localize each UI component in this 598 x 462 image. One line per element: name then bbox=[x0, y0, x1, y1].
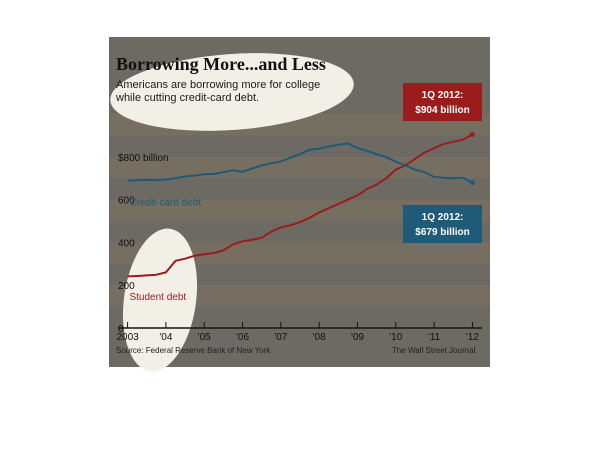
y-tick-label: 600 bbox=[118, 196, 135, 207]
student-debt-callout-period: 1Q 2012: bbox=[422, 90, 464, 101]
y-tick-label: 400 bbox=[118, 238, 135, 249]
x-tick-label: '12 bbox=[466, 332, 479, 343]
x-tick-label: '05 bbox=[198, 332, 211, 343]
highlight-shape bbox=[110, 53, 354, 131]
x-tick-label: '10 bbox=[389, 332, 402, 343]
credit-card-debt-callout-value: $679 billion bbox=[415, 227, 469, 238]
highlight-shape bbox=[122, 228, 198, 372]
x-tick-label: '07 bbox=[274, 332, 287, 343]
source-note: Source: Federal Reserve Bank of New York bbox=[116, 346, 271, 355]
grid-band bbox=[110, 285, 490, 307]
chart-subtitle: Americans are borrowing more for college… bbox=[116, 79, 321, 104]
publisher-credit: The Wall Street Journal bbox=[392, 346, 476, 355]
student-debt-callout-box bbox=[403, 83, 482, 121]
credit-card-debt-line bbox=[127, 142, 473, 184]
student-debt-end-point bbox=[469, 132, 475, 138]
grid-band bbox=[110, 242, 490, 264]
student-debt-callout-value: $904 billion bbox=[415, 105, 469, 116]
x-tick-label: '04 bbox=[159, 332, 172, 343]
y-tick-label: $800 billion bbox=[118, 153, 169, 164]
x-tick-label: '06 bbox=[236, 332, 249, 343]
credit-card-debt-end-point bbox=[469, 180, 475, 186]
credit-card-debt-callout-period: 1Q 2012: bbox=[422, 212, 464, 223]
grid-band bbox=[110, 199, 490, 221]
chart-title: Borrowing More...and Less bbox=[116, 54, 326, 74]
x-tick-label: 2003 bbox=[116, 332, 139, 343]
y-tick-label: 0 bbox=[118, 324, 124, 335]
x-tick-label: '11 bbox=[428, 332, 441, 343]
credit-card-debt-callout-box bbox=[403, 205, 482, 243]
y-tick-label: 200 bbox=[118, 281, 135, 292]
student-debt-line bbox=[127, 133, 473, 278]
x-tick-label: '08 bbox=[313, 332, 326, 343]
student-debt-label: Student debt bbox=[129, 292, 186, 303]
credit-card-debt-label: Credit-card debt bbox=[129, 198, 201, 209]
x-tick-label: '09 bbox=[351, 332, 364, 343]
